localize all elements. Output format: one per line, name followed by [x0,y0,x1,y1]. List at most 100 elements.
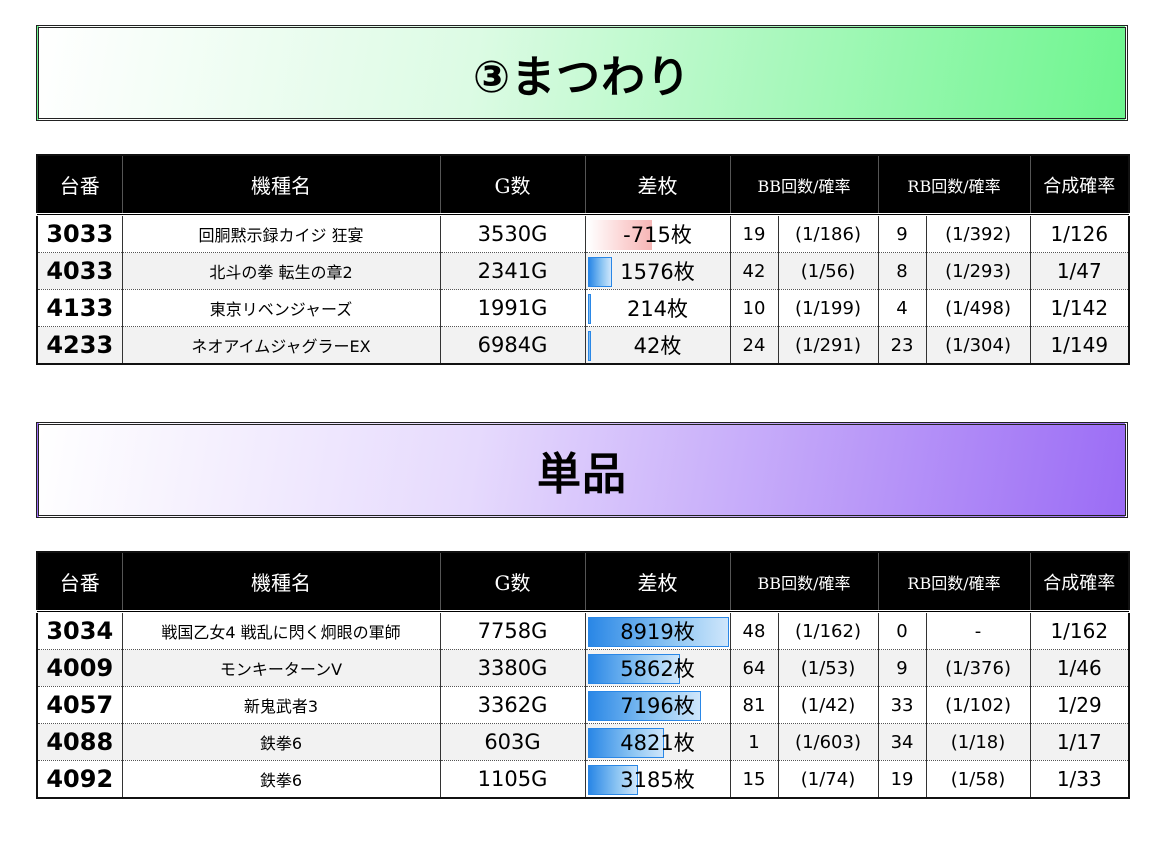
game-count-cell: 3380G [439,649,586,687]
bb-count-cell: 10 [729,289,779,327]
rb-prob-cell: (1/293) [925,252,1031,290]
diff-bar-positive [587,331,591,361]
dai-cell: 3034 [36,611,123,650]
table-row: 4033 北斗の拳 転生の章2 2341G 1576枚 42 (1/56) 8 (1/293)… [36,252,1130,290]
header-machine: 機種名 [121,552,440,613]
diff-value: 42枚 [633,334,682,358]
bb-count-cell: 19 [729,214,779,253]
data-table-tanpin: 台番 機種名 G数 差枚 BB回数/確率 RB回数/確率 合成確率 3034 戦国… [36,551,1131,799]
diff-value: 1576枚 [620,260,695,284]
bb-count-cell: 24 [729,326,779,365]
rb-count-cell: 0 [877,611,927,650]
dai-cell: 4057 [36,686,123,724]
header-dai: 台番 [36,552,122,613]
rb-count-cell: 8 [877,252,927,290]
total-prob-cell: 1/29 [1029,686,1130,724]
machine-name-cell: 新鬼武者3 [121,686,441,724]
table-row: 4233 ネオアイムジャグラーEX 6984G 42枚 24 (1/291) 23 (1/30… [36,326,1130,365]
diff-value: 4821枚 [620,731,695,755]
data-table-matsuwari: 台番 機種名 G数 差枚 BB回数/確率 RB回数/確率 合成確率 3033 回胴… [36,154,1131,365]
bb-prob-cell: (1/199) [777,289,879,327]
rb-prob-cell: (1/18) [925,723,1031,761]
header-dai: 台番 [36,155,122,216]
bb-count-cell: 1 [729,723,779,761]
diff-value: 3185枚 [620,768,695,792]
dai-cell: 4233 [36,326,123,365]
diff-cell: 7196枚 [584,686,731,724]
header-total: 合成確率 [1029,552,1130,613]
rb-count-cell: 34 [877,723,927,761]
table-row: 4092 鉄拳6 1105G 3185枚 15 (1/74) 19 (1/58) 1/33 [36,760,1130,799]
total-prob-cell: 1/142 [1029,289,1130,327]
diff-bar-positive [587,617,729,647]
total-prob-cell: 1/46 [1029,649,1130,687]
diff-bar-negative [587,220,653,250]
header-rb: RB回数/確率 [877,552,1031,613]
diff-cell: 5862枚 [584,649,731,687]
rb-count-cell: 9 [877,214,927,253]
header-machine: 機種名 [121,155,440,216]
diff-cell: 1576枚 [584,252,731,290]
bb-count-cell: 64 [729,649,779,687]
bb-prob-cell: (1/186) [777,214,879,253]
section-banner-matsuwari: ③まつわり [36,25,1128,121]
bb-count-cell: 42 [729,252,779,290]
bb-count-cell: 48 [729,611,779,650]
bb-prob-cell: (1/53) [777,649,879,687]
bb-prob-cell: (1/162) [777,611,879,650]
diff-cell: 4821枚 [584,723,731,761]
diff-bar-positive [587,294,591,324]
diff-cell: 42枚 [584,326,731,365]
total-prob-cell: 1/47 [1029,252,1130,290]
header-total: 合成確率 [1029,155,1130,216]
game-count-cell: 7758G [439,611,586,650]
game-count-cell: 1991G [439,289,586,327]
diff-bar-positive [587,691,702,721]
table-row: 3034 戦国乙女4 戦乱に閃く炯眼の軍師 7758G 8919枚 48 (1/162) 0… [36,611,1130,650]
machine-name-cell: 戦国乙女4 戦乱に閃く炯眼の軍師 [121,611,441,650]
dai-cell: 3033 [36,214,123,253]
total-prob-cell: 1/33 [1029,760,1130,799]
game-count-cell: 603G [439,723,586,761]
diff-value: 214枚 [626,297,689,321]
machine-name-cell: 鉄拳6 [121,723,441,761]
header-bb: BB回数/確率 [729,155,879,216]
diff-bar-positive [587,257,613,287]
section-banner-tanpin: 単品 [36,422,1128,518]
diff-cell: 3185枚 [584,760,731,799]
table-row: 4009 モンキーターンV 3380G 5862枚 64 (1/53) 9 (1/376) 1/… [36,649,1130,687]
game-count-cell: 1105G [439,760,586,799]
header-games: G数 [439,155,585,216]
dai-cell: 4033 [36,252,123,290]
header-bb: BB回数/確率 [729,552,879,613]
bb-prob-cell: (1/603) [777,723,879,761]
bb-prob-cell: (1/42) [777,686,879,724]
diff-value: -715枚 [623,223,692,247]
table-row: 4088 鉄拳6 603G 4821枚 1 (1/603) 34 (1/18) 1/17 [36,723,1130,761]
table-row: 4133 東京リベンジャーズ 1991G 214枚 10 (1/199) 4 (1/498) 1… [36,289,1130,327]
rb-prob-cell: - [925,611,1031,650]
dai-cell: 4088 [36,723,123,761]
bb-count-cell: 81 [729,686,779,724]
bb-prob-cell: (1/291) [777,326,879,365]
game-count-cell: 3530G [439,214,586,253]
diff-value: 7196枚 [620,694,695,718]
section-title: ③まつわり [472,52,692,103]
table-row: 3033 回胴黙示録カイジ 狂宴 3530G -715枚 19 (1/186) 9 (1/39… [36,214,1130,253]
diff-value: 8919枚 [620,620,695,644]
bb-prob-cell: (1/74) [777,760,879,799]
machine-name-cell: 東京リベンジャーズ [121,289,441,327]
machine-name-cell: 北斗の拳 転生の章2 [121,252,441,290]
rb-count-cell: 33 [877,686,927,724]
rb-prob-cell: (1/498) [925,289,1031,327]
header-diff: 差枚 [584,552,730,613]
table-header-row: 台番 機種名 G数 差枚 BB回数/確率 RB回数/確率 合成確率 [36,155,1130,216]
machine-name-cell: モンキーターンV [121,649,441,687]
total-prob-cell: 1/162 [1029,611,1130,650]
rb-prob-cell: (1/102) [925,686,1031,724]
rb-prob-cell: (1/392) [925,214,1031,253]
diff-bar-positive [587,728,664,758]
rb-prob-cell: (1/304) [925,326,1031,365]
game-count-cell: 2341G [439,252,586,290]
table-row: 4057 新鬼武者3 3362G 7196枚 81 (1/42) 33 (1/102) 1/29 [36,686,1130,724]
